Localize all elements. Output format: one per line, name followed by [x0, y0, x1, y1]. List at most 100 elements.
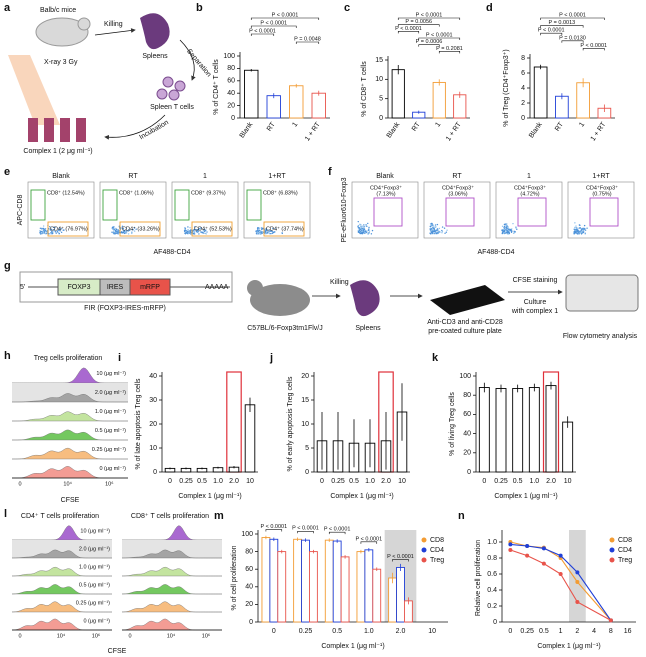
x-tick-label: 1 [291, 121, 299, 128]
bar [340, 556, 350, 623]
x-tick-label: RT [266, 121, 277, 133]
event-dot [125, 232, 128, 234]
p-value: P < 0.0001 [387, 554, 414, 560]
event-dot [281, 232, 284, 235]
x-tick-label: RT [411, 121, 422, 133]
arrow [94, 28, 136, 36]
event-dot [117, 233, 119, 235]
histogram-title: CD8⁺ T cells proliferation [131, 513, 209, 520]
event-dot [41, 227, 43, 230]
event-dot [194, 228, 196, 231]
p-value: P < 0.0001 [249, 28, 276, 34]
x-tick-label: 2.0 [229, 478, 239, 485]
event-dot [584, 229, 587, 231]
bar [453, 94, 467, 119]
p-value: P < 0.0001 [559, 12, 586, 18]
event-dot [58, 229, 60, 231]
event-dot [580, 230, 583, 233]
event-dot [59, 230, 61, 232]
event-dot [60, 228, 63, 230]
x-tick-label: 0 [320, 478, 324, 485]
mouse-head [247, 280, 263, 296]
cytometer [565, 274, 639, 312]
bar [545, 385, 557, 473]
event-dot [118, 230, 120, 232]
gate-label: CD4⁺Foxp3⁺ [586, 184, 618, 191]
event-dot [579, 232, 581, 234]
event-dot [578, 224, 581, 226]
arrow [104, 114, 166, 140]
event-dot [438, 231, 441, 233]
event-dot [357, 220, 359, 223]
x-tick-label: 1.0 [364, 628, 374, 635]
event-dot [429, 228, 431, 231]
event-dot [575, 227, 577, 229]
bar [388, 577, 397, 623]
bar [432, 81, 446, 119]
y-axis-label: % of CD4⁺ T cells [213, 59, 220, 115]
event-dot [58, 227, 61, 229]
event-dot [185, 229, 187, 232]
event-dot [128, 229, 130, 231]
gate [30, 189, 46, 221]
event-dot [435, 232, 438, 235]
event-dot [200, 231, 202, 234]
ridge [11, 447, 128, 460]
x-axis-label: Complex 1 (μg ml⁻¹) [321, 643, 384, 650]
y-tick-label: 0 [379, 115, 383, 122]
label: Spleen T cells [150, 104, 194, 111]
y-tick-label: 1.0 [487, 539, 497, 546]
y-tick-label: 60 [245, 566, 253, 573]
bar [261, 537, 271, 623]
event-dot [113, 229, 115, 231]
event-dot [270, 230, 272, 232]
x-tick-label: 0.5 [539, 628, 549, 635]
event-dot [112, 226, 114, 228]
bar [277, 551, 287, 623]
x-axis-label: Complex 1 (μg ml⁻¹) [494, 493, 557, 500]
panel-label: h [4, 350, 11, 362]
event-dot [188, 232, 190, 234]
x-tick-label: 1.0 [365, 478, 375, 485]
event-dot [269, 230, 271, 233]
event-dot [436, 223, 439, 226]
event-dot [50, 229, 52, 231]
event-dot [42, 231, 45, 234]
gate [102, 189, 118, 221]
event-dot [256, 230, 258, 232]
gate [373, 197, 403, 227]
bracket [540, 17, 605, 20]
bar [372, 568, 382, 623]
p-value: P < 0.0001 [272, 12, 299, 18]
event-dot [56, 230, 59, 232]
x-tick-label: 0.25 [179, 478, 193, 485]
event-dot [438, 227, 441, 230]
event-dot [505, 226, 508, 228]
event-dot [432, 229, 434, 231]
bar [512, 388, 524, 473]
row-label: 1.0 (μg ml⁻¹) [95, 409, 126, 415]
gate [119, 221, 161, 237]
event-dot [58, 232, 60, 235]
plot-title: Blank [52, 173, 70, 180]
bracket [397, 31, 420, 34]
plot-title: 1+RT [268, 173, 286, 180]
event-dot [203, 228, 206, 230]
plot-title: 1 [203, 173, 207, 180]
y-axis-label: Relative cell proliferation [475, 540, 482, 616]
event-dot [436, 230, 438, 232]
bar [533, 66, 548, 119]
point [575, 570, 580, 575]
x-tick-label: 0 [508, 628, 512, 635]
event-dot [115, 228, 118, 231]
x-tick-label: 16 [624, 628, 632, 635]
event-dot [358, 227, 361, 229]
event-dot [367, 222, 369, 225]
event-dot [360, 232, 362, 234]
gene-box [129, 278, 171, 296]
event-dot [429, 232, 431, 234]
event-dot [508, 232, 510, 234]
event-dot [116, 232, 118, 234]
x-tick-label: 10⁴ [63, 480, 72, 487]
event-dot [503, 230, 505, 233]
